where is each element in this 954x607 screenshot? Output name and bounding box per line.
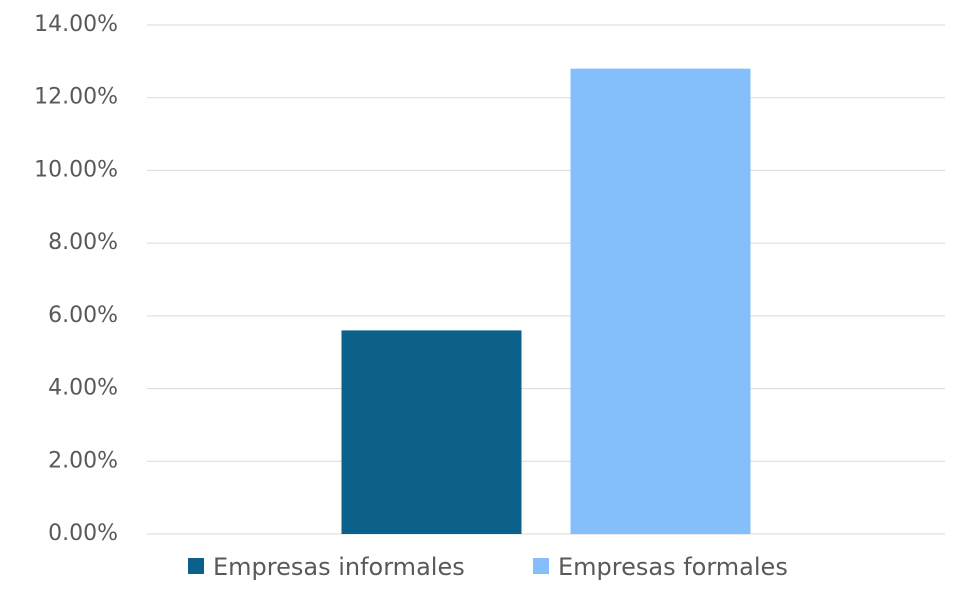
legend-swatch (188, 558, 204, 574)
y-tick-label: 8.00% (48, 230, 118, 255)
y-tick-label: 6.00% (48, 303, 118, 328)
y-tick-label: 14.00% (34, 12, 118, 37)
y-tick-label: 2.00% (48, 448, 118, 473)
bar (570, 68, 751, 534)
y-tick-label: 4.00% (48, 376, 118, 401)
bar (341, 330, 522, 534)
y-tick-label: 0.00% (48, 521, 118, 546)
legend-swatch (533, 558, 549, 574)
legend-label: Empresas formales (558, 553, 788, 581)
y-tick-label: 10.00% (34, 157, 118, 182)
legend-label: Empresas informales (213, 553, 465, 581)
y-tick-label: 12.00% (34, 85, 118, 110)
